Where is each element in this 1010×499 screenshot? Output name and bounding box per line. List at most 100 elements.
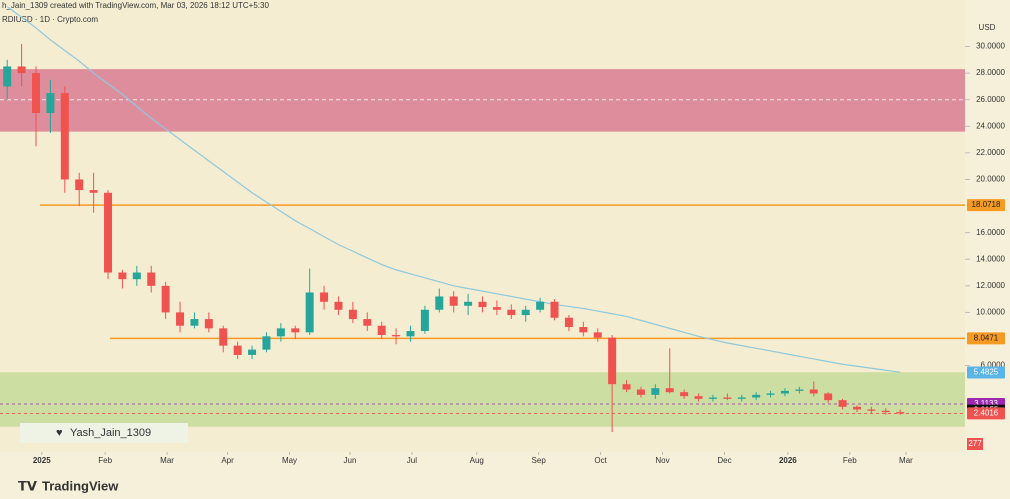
brand: TradingView <box>42 478 119 493</box>
candle-body <box>780 390 789 394</box>
candle-body <box>464 301 473 306</box>
x-tick-label: May <box>282 456 297 465</box>
candle-body <box>118 272 127 280</box>
moving-average <box>6 6 901 373</box>
candle-body <box>665 388 674 393</box>
price-label: 3.1133 <box>974 399 998 408</box>
candle-body <box>46 93 55 113</box>
candle-body <box>104 192 113 273</box>
candle-body <box>291 328 300 333</box>
candle-body <box>824 393 833 401</box>
y-tick-label: 10.0000 <box>976 308 1005 317</box>
x-tick-label: Aug <box>470 456 484 465</box>
x-tick-label: Feb <box>98 456 112 465</box>
x-tick-label: Feb <box>843 456 857 465</box>
x-tick-label: Mar <box>160 456 174 465</box>
candle-body <box>420 309 429 332</box>
candle-body <box>377 325 386 336</box>
candle-body <box>478 301 487 308</box>
price-label-box <box>967 199 1005 212</box>
candle-body <box>536 301 545 310</box>
price-label: 2.4016 <box>974 409 999 418</box>
candle-body <box>867 409 876 411</box>
candle-body <box>694 396 703 399</box>
candle-body <box>838 400 847 407</box>
candle-body <box>233 345 242 355</box>
candle-body <box>262 336 271 350</box>
candle-body <box>305 292 314 333</box>
x-tick-label: Apr <box>221 456 234 465</box>
candle-body <box>579 327 588 333</box>
candle-body <box>737 397 746 399</box>
currency: USD <box>979 23 996 32</box>
candle-body <box>651 388 660 395</box>
candle-body <box>17 66 26 74</box>
x-tick-label: 2025 <box>33 456 51 465</box>
candle-body <box>723 397 732 399</box>
candle-body <box>406 331 415 337</box>
watermark-box <box>20 423 188 443</box>
y-tick-label: 6.0000 <box>981 361 1006 370</box>
zone <box>0 69 965 132</box>
candle-body <box>276 328 285 337</box>
candle-body <box>32 73 41 113</box>
y-tick-label: 12.0000 <box>976 281 1005 290</box>
candle-body <box>89 190 98 193</box>
candle-body <box>852 406 861 410</box>
lines <box>0 6 970 455</box>
y-tick-label: 24.0000 <box>976 121 1005 130</box>
candle-body <box>219 328 228 346</box>
heart-icon: ♥ <box>56 427 63 439</box>
y-tick-label: 16.0000 <box>976 228 1005 237</box>
y-tick-label: 20.0000 <box>976 175 1005 184</box>
candle-body <box>176 312 185 326</box>
zone <box>0 372 965 427</box>
plot-area <box>0 0 965 452</box>
candle-body <box>147 272 156 286</box>
y-tick-label: 28.0000 <box>976 68 1005 77</box>
symbol: RDIUSD · 1D · Crypto.com <box>2 15 98 24</box>
x-tick-label: Dec <box>717 456 731 465</box>
candle-body <box>564 317 573 328</box>
candle-body <box>507 309 516 316</box>
volume-label-box <box>967 438 983 450</box>
candle-body <box>435 296 444 310</box>
candle-body <box>809 389 818 394</box>
candle-body <box>766 393 775 395</box>
candle-body <box>449 296 458 306</box>
x-tick-label: Jul <box>407 456 417 465</box>
x-tick-label: 2026 <box>779 456 797 465</box>
x-tick-label: Mar <box>899 456 913 465</box>
candle-body <box>60 93 69 180</box>
price-label-box <box>967 332 1005 345</box>
candle-body <box>680 392 689 397</box>
candle-body <box>521 309 530 316</box>
price-label-box <box>967 407 1005 420</box>
labels: 30.0000 28.0000 26.0000 24.0000 22.0000 20.00… <box>33 42 1006 465</box>
candle-body <box>3 66 12 87</box>
y-tick-label: 14.0000 <box>976 254 1005 263</box>
candle-body <box>881 410 890 413</box>
candle-body <box>75 179 84 191</box>
candle-body <box>320 292 329 302</box>
candle-body <box>161 285 170 313</box>
candle-body <box>492 307 501 310</box>
price-label: 18.0718 <box>972 200 1001 209</box>
price-label-box <box>967 366 1005 379</box>
candle-body <box>392 335 401 337</box>
candle-body <box>622 384 631 390</box>
candle-body <box>204 319 213 329</box>
candle-body <box>752 394 761 398</box>
candle-body <box>348 309 357 320</box>
candle-body <box>132 272 141 280</box>
candle-body <box>608 337 617 385</box>
y-tick-label: 26.0000 <box>976 95 1005 104</box>
candle-body <box>896 412 905 414</box>
zones <box>0 69 965 427</box>
candle-body <box>636 389 645 395</box>
candle-body <box>248 349 257 355</box>
volume-label: 277 <box>968 439 982 448</box>
candle-body <box>363 319 372 326</box>
header: h_Jain_1309 created with TradingView.com… <box>2 1 269 10</box>
